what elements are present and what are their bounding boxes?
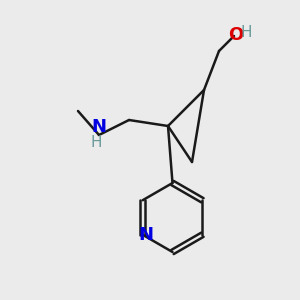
Text: H: H bbox=[241, 25, 252, 40]
Text: N: N bbox=[92, 118, 106, 136]
Text: N: N bbox=[139, 226, 154, 244]
Text: H: H bbox=[90, 135, 102, 150]
Text: O: O bbox=[228, 26, 243, 44]
